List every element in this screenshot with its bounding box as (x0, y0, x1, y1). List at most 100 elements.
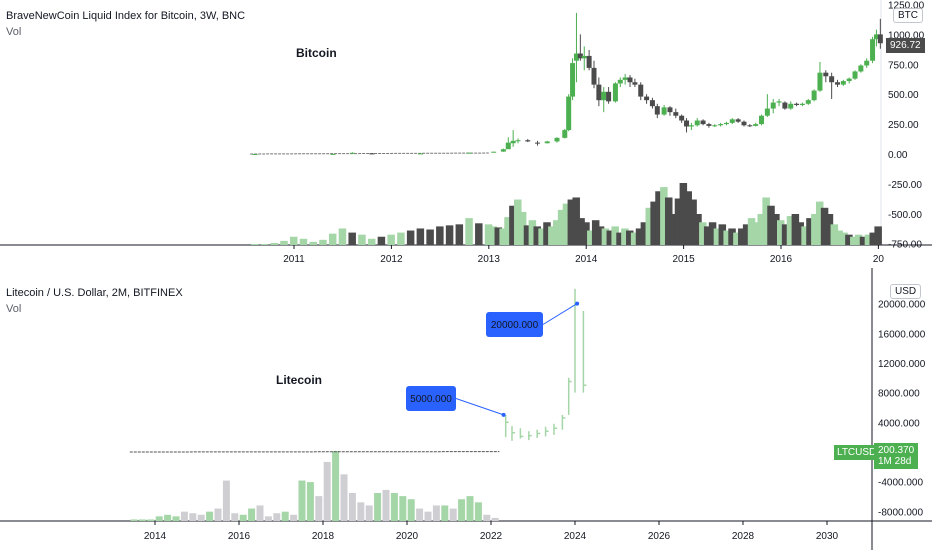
btc-title: BraveNewCoin Liquid Index for Bitcoin, 3… (6, 10, 246, 22)
btc-volume-bar (679, 183, 688, 245)
btc-candle-body (649, 100, 655, 107)
btc-candle-body (627, 77, 633, 83)
btc-volume-bar (358, 234, 366, 245)
btc-volume-bar (684, 191, 692, 245)
btc-candle-body (764, 108, 770, 116)
btc-candle-body (510, 140, 516, 144)
ltc-volume-bar (264, 516, 272, 521)
btc-volume-bar (387, 234, 395, 245)
btc-candle-body (799, 103, 805, 105)
btc-candle-body (700, 120, 706, 125)
btc-candle-body (562, 130, 568, 138)
btc-volume-bar (845, 234, 853, 245)
btc-candle-body (770, 102, 776, 109)
btc-volume-bar (494, 227, 503, 245)
ltc-callout-point (501, 412, 506, 417)
btc-candle-body (723, 122, 729, 125)
ltc-volume-bar (382, 489, 390, 521)
ltc-volume-bar (130, 519, 138, 521)
btc-candle-body (776, 101, 782, 103)
btc-y-tick: -500.00 (888, 210, 922, 221)
btc-candle-body (823, 72, 829, 77)
btc-volume-bar (791, 214, 800, 245)
ltc-volume-bar (138, 519, 146, 521)
ltc-currency-badge[interactable]: USD (890, 284, 922, 299)
ltc-volume-bar (306, 482, 314, 521)
btc-volume-bar (406, 230, 415, 245)
ltc-price-value: 200.370 (878, 445, 915, 456)
btc-volume-bar (801, 226, 809, 245)
btc-candle-body (788, 103, 794, 109)
ltc-y-tick: 8000.000 (878, 389, 920, 400)
btc-candle-body (612, 83, 618, 102)
btc-volume-bar (523, 225, 532, 245)
ltc-chart[interactable]: 20000.000 16000.000 12000.000 8000.000 4000.… (0, 268, 932, 550)
ltc-y-tick: -4000.000 (878, 478, 923, 489)
btc-volume-bar (752, 222, 761, 245)
btc-volume-bar (747, 218, 756, 245)
btc-candle-body (753, 124, 759, 126)
btc-volume-bar (864, 234, 873, 245)
ltc-last-price: 200.370 1M 28d (874, 443, 919, 469)
btc-volume-bar (280, 240, 288, 245)
btc-volume-bar (669, 214, 678, 245)
btc-candle-body (694, 120, 700, 126)
btc-volume-bar (728, 228, 736, 245)
ltc-volume-bar (147, 519, 155, 521)
btc-volume-bar (738, 228, 746, 245)
ltc-y-tick: 4000.000 (878, 418, 920, 429)
btc-volume-bar (416, 228, 425, 245)
ltc-volume-bar (189, 513, 197, 521)
btc-volume-bar (630, 232, 639, 245)
ltc-callout-box (406, 386, 456, 411)
btc-candle-body (369, 153, 375, 155)
ltc-volume-bar (256, 505, 264, 521)
btc-candle-body (829, 76, 835, 83)
btc-y-tick: 250.00 (888, 120, 919, 131)
btc-volume-bar (538, 228, 546, 245)
btc-volume-bar (660, 187, 668, 245)
ltc-x-tick: 2014 (144, 531, 167, 542)
ltc-symbol-badge[interactable]: LTCUSD (834, 445, 880, 460)
btc-x-tick: 2014 (575, 254, 598, 265)
ltc-volume-bar (298, 480, 306, 521)
ltc-volume-bar (231, 513, 239, 521)
btc-volume-bar (611, 226, 619, 245)
btc-candle-body (644, 96, 650, 101)
btc-volume-bar (616, 232, 624, 245)
btc-candle-body (252, 153, 258, 155)
ltc-x-tick: 2028 (732, 531, 755, 542)
btc-y-tick: 750.00 (888, 60, 919, 71)
ltc-volume-bar (180, 511, 188, 521)
btc-candle-body (566, 96, 572, 131)
btc-volume-bar (635, 228, 644, 245)
ltc-callout-label: 20000.000 (491, 320, 539, 331)
ltc-volume-bar (441, 505, 449, 521)
btc-candle-body (817, 72, 823, 91)
ltc-annotation: Litecoin (276, 373, 323, 387)
btc-x-tick: 2016 (770, 254, 793, 265)
ltc-volume-bar (214, 508, 222, 521)
btc-volume-bar (577, 218, 585, 245)
ltc-y-tick: 16000.000 (878, 329, 926, 340)
btc-volume-bar (820, 207, 829, 245)
btc-candle-body (688, 125, 694, 127)
btc-candle-body (606, 91, 612, 102)
ltc-title: Litecoin / U.S. Dollar, 2M, BITFINEX (6, 287, 183, 299)
btc-volume-bar (499, 228, 507, 245)
ltc-volume-bar (466, 496, 474, 521)
btc-volume-bar (781, 224, 790, 245)
btc-y-tick: 1250.00 (888, 1, 925, 12)
btc-volume-bar (377, 236, 386, 245)
btc-candle-body (747, 125, 753, 127)
btc-chart[interactable]: 1250.00 1000.00 750.00 500.00 250.00 0.00 -250… (0, 0, 932, 265)
btc-volume-bar (708, 222, 717, 245)
btc-candle-body (877, 34, 883, 44)
ltc-volume-bar (222, 480, 230, 521)
btc-volume-bar (455, 224, 464, 245)
ltc-x-tick: 2026 (648, 531, 671, 542)
btc-volume-bar (348, 232, 356, 245)
ltc-volume-bar (432, 505, 440, 521)
btc-currency-badge[interactable]: BTC (893, 8, 923, 23)
btc-candle-body (601, 91, 607, 101)
